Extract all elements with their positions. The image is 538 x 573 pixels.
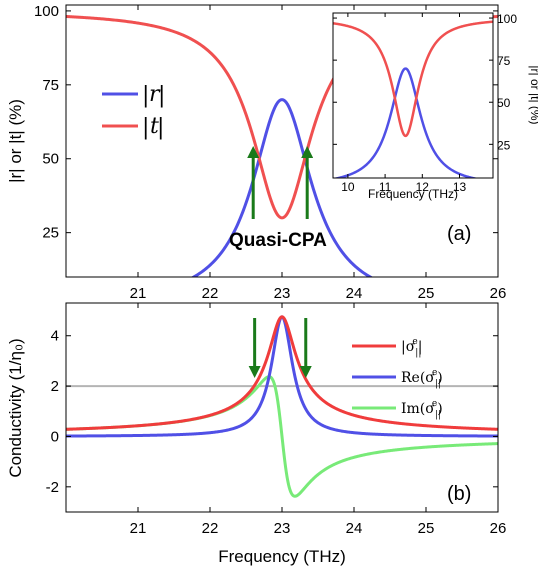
inset-series: [333, 20, 493, 178]
panel-a-y-ticks: 25 50 75 100: [34, 3, 498, 242]
x-tick-label: 26: [490, 520, 507, 537]
series-line-abs: [66, 315, 498, 431]
x-tick-label: 11: [379, 180, 392, 194]
legend-abs-label: |σ||e|: [401, 337, 422, 358]
y-tick-label: 4: [51, 328, 59, 345]
inset-series-line-t: [333, 20, 493, 138]
x-tick-label: 13: [453, 180, 467, 194]
panel-b-legend: |σ||e| Re(σ||e) Im(σ||e): [352, 337, 443, 420]
y-tick-label: 100: [34, 3, 59, 20]
y-tick-label: 50: [42, 151, 59, 168]
panel-b-label: (b): [447, 483, 471, 505]
x-tick-label: 26: [490, 285, 507, 302]
panel-b-arrows: [248, 318, 312, 378]
inset-x-axis-label: Frequency (THz): [368, 187, 458, 201]
inset-chart: 10 11 12 13 25 50 75 100 Frequency (THz) |r| o…: [332, 12, 538, 201]
x-tick-label: 24: [346, 285, 363, 302]
y-tick-label: 50: [497, 96, 511, 110]
legend-re-label: Re(σ||e): [401, 368, 443, 389]
inset-y-ticks: 25 50 75 100: [333, 12, 517, 152]
y-tick-label: 25: [42, 225, 59, 242]
y-tick-label: 100: [497, 12, 517, 26]
panel-b-y-ticks: -2 0 2 4: [46, 328, 498, 496]
inset-x-ticks: 10 11 12 13: [341, 13, 467, 194]
x-tick-label: 23: [274, 285, 291, 302]
legend-r-bar-right: |: [158, 83, 165, 108]
x-tick-label: 12: [416, 180, 430, 194]
x-tick-label: 23: [274, 520, 291, 537]
quasi-cpa-annotation: Quasi-CPA: [229, 230, 327, 251]
x-tick-label: 10: [341, 180, 355, 194]
inset-frame: [332, 12, 494, 179]
y-tick-label: 25: [497, 138, 511, 152]
y-tick-label: 75: [497, 54, 511, 68]
panel-b-x-axis-label: Frequency (THz): [218, 547, 346, 566]
x-tick-label: 22: [202, 520, 219, 537]
inset-series-line-r: [333, 67, 479, 178]
panel-b-series: [66, 315, 498, 498]
y-tick-label: 2: [51, 378, 59, 395]
y-tick-label: -2: [46, 479, 59, 496]
panel-a-x-ticks: 21 22 23 24 25 26: [130, 5, 507, 302]
y-tick-label: 0: [51, 428, 59, 445]
panel-a: 21 22 23 24 25 26 25 50 75 100 |r| or |t| (%) Qu…: [6, 3, 538, 302]
panel-a-y-axis-label: |r| or |t| (%): [6, 99, 25, 183]
x-tick-label: 25: [418, 285, 435, 302]
y-tick-label: 75: [42, 77, 59, 94]
x-tick-label: 21: [130, 285, 147, 302]
panel-a-legend: | r | | t |: [102, 82, 165, 140]
x-tick-label: 22: [202, 285, 219, 302]
legend-t-bar-right: |: [157, 115, 164, 140]
legend-r-label: r: [149, 82, 161, 107]
series-line-r: [190, 98, 374, 277]
x-tick-label: 24: [346, 520, 363, 537]
legend-t-label: t: [150, 114, 159, 139]
legend-t-bar-left: |: [142, 115, 149, 140]
inset-y-axis-label: |r| or |t| (%): [528, 65, 538, 124]
inset-background: [333, 13, 493, 178]
panel-b-x-ticks: 21 22 23 24 25 26: [130, 303, 507, 537]
legend-r-bar-left: |: [142, 83, 149, 108]
panel-b-y-axis-label: Conductivity (1/η₀): [6, 338, 25, 477]
x-tick-label: 25: [418, 520, 435, 537]
quasi-cpa-arrows: [247, 146, 314, 219]
panel-a-label: (a): [447, 223, 471, 245]
legend-im-label: Im(σ||e): [401, 399, 443, 420]
x-tick-label: 21: [130, 520, 147, 537]
